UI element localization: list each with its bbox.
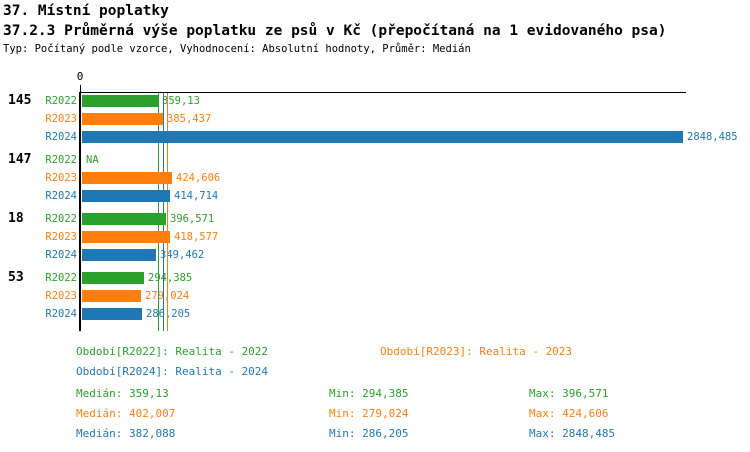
y-axis-line bbox=[79, 92, 81, 331]
stat-min: Min: 294,385 bbox=[329, 387, 409, 400]
bar-value-label: 396,571 bbox=[170, 213, 215, 225]
legend-item-r2024: Období[R2024]: Realita - 2024 bbox=[76, 365, 269, 378]
x-axis-line bbox=[81, 92, 686, 93]
bar bbox=[82, 231, 170, 243]
median-line-r2024 bbox=[163, 92, 164, 331]
stat-median: Medián: 359,13 bbox=[76, 387, 169, 400]
chart-meta: Typ: Počítaný podle vzorce, Vyhodnocení:… bbox=[3, 43, 471, 55]
stat-min: Min: 286,205 bbox=[329, 427, 409, 440]
bar bbox=[82, 213, 166, 225]
stat-min: Min: 279,024 bbox=[329, 407, 409, 420]
bar bbox=[82, 95, 158, 107]
bar bbox=[82, 113, 163, 125]
series-row-label: R2022 bbox=[45, 154, 77, 166]
bar-value-label: 424,606 bbox=[176, 172, 221, 184]
bar-chart: 0 145 R2022 359,13 R2023 385,437 R2024 2848,485… bbox=[8, 70, 738, 331]
group-label: 53 bbox=[8, 270, 24, 285]
bar bbox=[82, 290, 141, 302]
bar bbox=[82, 249, 156, 261]
group-label: 145 bbox=[8, 93, 32, 108]
bar-value-label: 286,205 bbox=[146, 308, 191, 320]
legend-item-r2022: Období[R2022]: Realita - 2022 bbox=[76, 345, 269, 358]
median-line-r2022 bbox=[158, 92, 159, 331]
bar-value-label: NA bbox=[86, 154, 99, 166]
page-title: 37. Místní poplatky bbox=[3, 3, 169, 19]
bar-value-label: 385,437 bbox=[167, 113, 212, 125]
series-row-label: R2024 bbox=[45, 131, 77, 143]
bar bbox=[82, 172, 172, 184]
median-line-r2023 bbox=[167, 92, 168, 331]
series-row-label: R2022 bbox=[45, 272, 77, 284]
stats-row-r2022: Medián: 359,13 Min: 294,385 Max: 396,571 bbox=[0, 387, 750, 400]
x-axis-tick-label: 0 bbox=[76, 70, 84, 83]
stats-row-r2023: Medián: 402,007 Min: 279,024 Max: 424,60… bbox=[0, 407, 750, 420]
stat-median: Medián: 382,088 bbox=[76, 427, 176, 440]
x-axis-tick bbox=[80, 85, 81, 92]
series-row-label: R2022 bbox=[45, 95, 77, 107]
series-row-label: R2023 bbox=[45, 113, 77, 125]
series-row-label: R2023 bbox=[45, 290, 77, 302]
bar-value-label: 359,13 bbox=[162, 95, 200, 107]
stat-max: Max: 396,571 bbox=[529, 387, 609, 400]
bar-value-label: 2848,485 bbox=[687, 131, 738, 143]
stats-row-r2024: Medián: 382,088 Min: 286,205 Max: 2848,4… bbox=[0, 427, 750, 440]
bar-value-label: 414,714 bbox=[174, 190, 219, 202]
bar-value-label: 349,462 bbox=[160, 249, 205, 261]
page-subtitle: 37.2.3 Průměrná výše poplatku ze psů v K… bbox=[3, 23, 667, 39]
bar-value-label: 294,385 bbox=[148, 272, 193, 284]
stat-max: Max: 424,606 bbox=[529, 407, 609, 420]
bar bbox=[82, 131, 683, 143]
group-label: 147 bbox=[8, 152, 32, 167]
series-row-label: R2024 bbox=[45, 190, 77, 202]
bar bbox=[82, 272, 144, 284]
series-row-label: R2022 bbox=[45, 213, 77, 225]
series-row-label: R2024 bbox=[45, 308, 77, 320]
stat-max: Max: 2848,485 bbox=[529, 427, 616, 440]
series-row-label: R2023 bbox=[45, 231, 77, 243]
stat-median: Medián: 402,007 bbox=[76, 407, 176, 420]
series-row-label: R2024 bbox=[45, 249, 77, 261]
series-row-label: R2023 bbox=[45, 172, 77, 184]
bar bbox=[82, 190, 170, 202]
bar-value-label: 418,577 bbox=[174, 231, 219, 243]
group-label: 18 bbox=[8, 211, 24, 226]
legend-item-r2023: Období[R2023]: Realita - 2023 bbox=[380, 345, 573, 358]
bar bbox=[82, 308, 142, 320]
